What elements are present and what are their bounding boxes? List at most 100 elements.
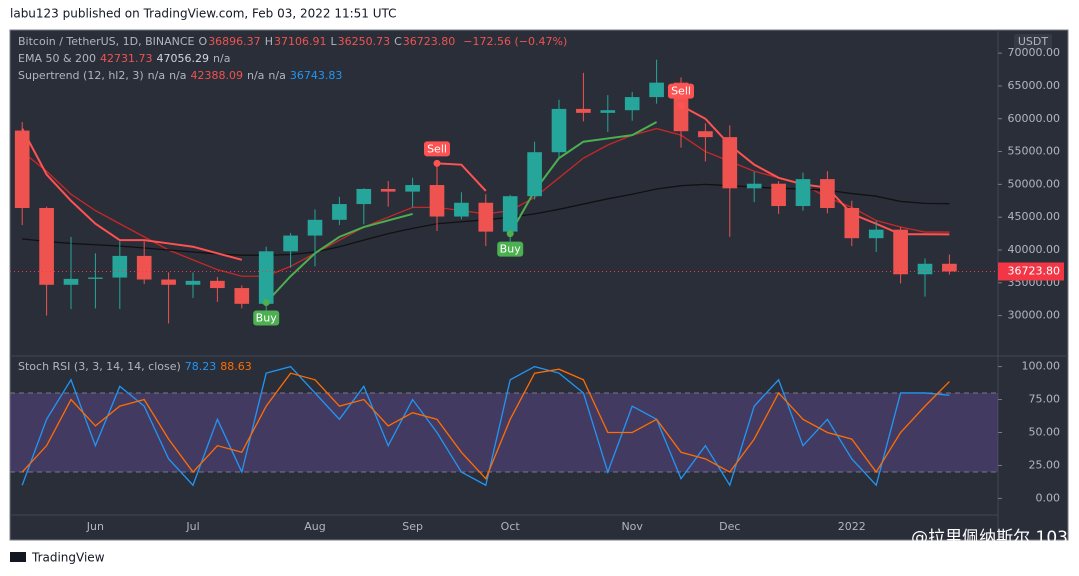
candle-body [771, 183, 786, 207]
x-tick-label: Sep [402, 520, 423, 533]
signal-box [668, 83, 694, 99]
stoch-title: Stoch RSI (3, 3, 14, 14, close) [18, 360, 181, 373]
ohlc-name: H [264, 35, 273, 48]
candle-body [356, 188, 372, 205]
candle-body [868, 229, 884, 239]
k-value: 78.23 [184, 360, 217, 373]
brand: TradingView [31, 551, 105, 565]
candle-body [527, 152, 542, 197]
x-tick-label: Dec [719, 520, 740, 533]
y-tick-label: 75.00 [1029, 393, 1061, 406]
na: n/a [268, 69, 286, 82]
candle-body [258, 251, 274, 304]
signal-dot [262, 299, 270, 306]
y-tick-label: 45000.00 [1008, 210, 1061, 223]
candle-body [844, 208, 860, 239]
na: n/a [213, 52, 231, 65]
y-tick-label: 55000.00 [1008, 145, 1061, 158]
candle-body [600, 110, 616, 113]
y-tick-label: 50.00 [1029, 426, 1061, 439]
signal-label: Buy [256, 312, 278, 325]
supertrend-name: Supertrend (12, hl2, 3) [18, 69, 144, 82]
x-tick-label: Oct [501, 520, 521, 533]
candle-body [161, 279, 176, 285]
signal-box [497, 241, 524, 257]
candle-body [478, 202, 494, 232]
candle-body [649, 82, 664, 98]
stoch-legend: Stoch RSI (3, 3, 14, 14, close) 78.23 88.6… [18, 360, 256, 373]
candle-body [502, 196, 518, 232]
signal-label: Sell [427, 142, 447, 155]
ohlc-value: 36250.73 [337, 35, 391, 48]
x-tick-label: Jul [185, 520, 199, 533]
y-tick-label: 70000.00 [1008, 46, 1061, 59]
x-tick-label: Jun [86, 520, 104, 533]
y-tick-label: 40000.00 [1008, 243, 1061, 256]
candle-body [722, 137, 738, 189]
candle-body [429, 185, 445, 217]
candle-body [14, 130, 30, 208]
candle-body [454, 202, 469, 217]
na: n/a [169, 69, 187, 82]
currency: USDT [1018, 35, 1049, 48]
ema-200-value: 47056.29 [156, 52, 210, 65]
candle-body [698, 131, 713, 138]
candle-body [136, 255, 152, 280]
last-price-box [998, 262, 1064, 281]
y-tick-label: 60000.00 [1008, 112, 1061, 125]
y-tick-label: 65000.00 [1008, 79, 1061, 92]
candle-body [307, 219, 323, 236]
candle-body [283, 235, 298, 252]
signal-dot [677, 102, 685, 110]
candle-body [942, 263, 957, 272]
candle-body [185, 280, 201, 285]
candle-body [746, 183, 762, 189]
candle-body [551, 108, 567, 153]
candle-body [234, 288, 250, 304]
signal-label: Sell [671, 85, 691, 98]
signal-dot [506, 230, 514, 238]
candle-body [624, 97, 640, 111]
currency-box [1014, 34, 1052, 50]
ohlc-name: C [394, 35, 402, 48]
ohlc-name: L [330, 35, 337, 48]
signal-label: Buy [500, 243, 522, 256]
y-tick-label: 50000.00 [1008, 177, 1061, 190]
d-value: 88.63 [220, 360, 252, 373]
ohlc-value: 37106.91 [273, 35, 327, 48]
ema-50-value: 42731.73 [100, 52, 153, 65]
x-tick-label: 2022 [838, 520, 866, 533]
candle-body [112, 255, 128, 278]
ohlc-name: O [198, 35, 208, 48]
ema-name: EMA 50 & 200 [18, 52, 97, 65]
candle-body [88, 277, 103, 279]
stoch-line [21, 368, 950, 480]
y-tick-label: 30000.00 [1008, 309, 1061, 322]
symbol: Bitcoin / TetherUS, 1D, BINANCE [18, 35, 195, 48]
x-tick-label: Aug [304, 520, 325, 533]
ema-legend: EMA 50 & 200 42731.73 47056.29 n/a [18, 52, 234, 65]
na: n/a [147, 69, 166, 82]
candle-body [576, 108, 591, 113]
na: n/a [246, 69, 265, 82]
logo [10, 552, 26, 562]
signal-box [253, 310, 280, 326]
supertrend-legend: Supertrend (12, hl2, 3) n/a n/a 42388.09 n/a… [18, 69, 346, 82]
y-tick-label: 100.00 [1022, 360, 1061, 373]
ohlc-value: 36723.80 [402, 35, 456, 48]
supertrend-extra: 36743.83 [289, 69, 343, 82]
candle-body [332, 204, 347, 220]
ohlc: O36896.37 H37106.91 L36250.73 C36723.80 [199, 35, 460, 48]
watermark: @拉里佩纳斯尔 103 [911, 528, 1068, 548]
candle-body [820, 179, 835, 208]
candle-body [795, 179, 811, 207]
last-price-label: 36723.80 [1008, 265, 1061, 278]
ohlc-value: 36896.37 [208, 35, 261, 48]
candle-body [210, 280, 225, 289]
published: labu123 published on TradingView.com, Fe… [10, 7, 397, 21]
candle-body [893, 229, 908, 275]
chart-area [9, 29, 1069, 541]
candle-body [405, 185, 420, 192]
